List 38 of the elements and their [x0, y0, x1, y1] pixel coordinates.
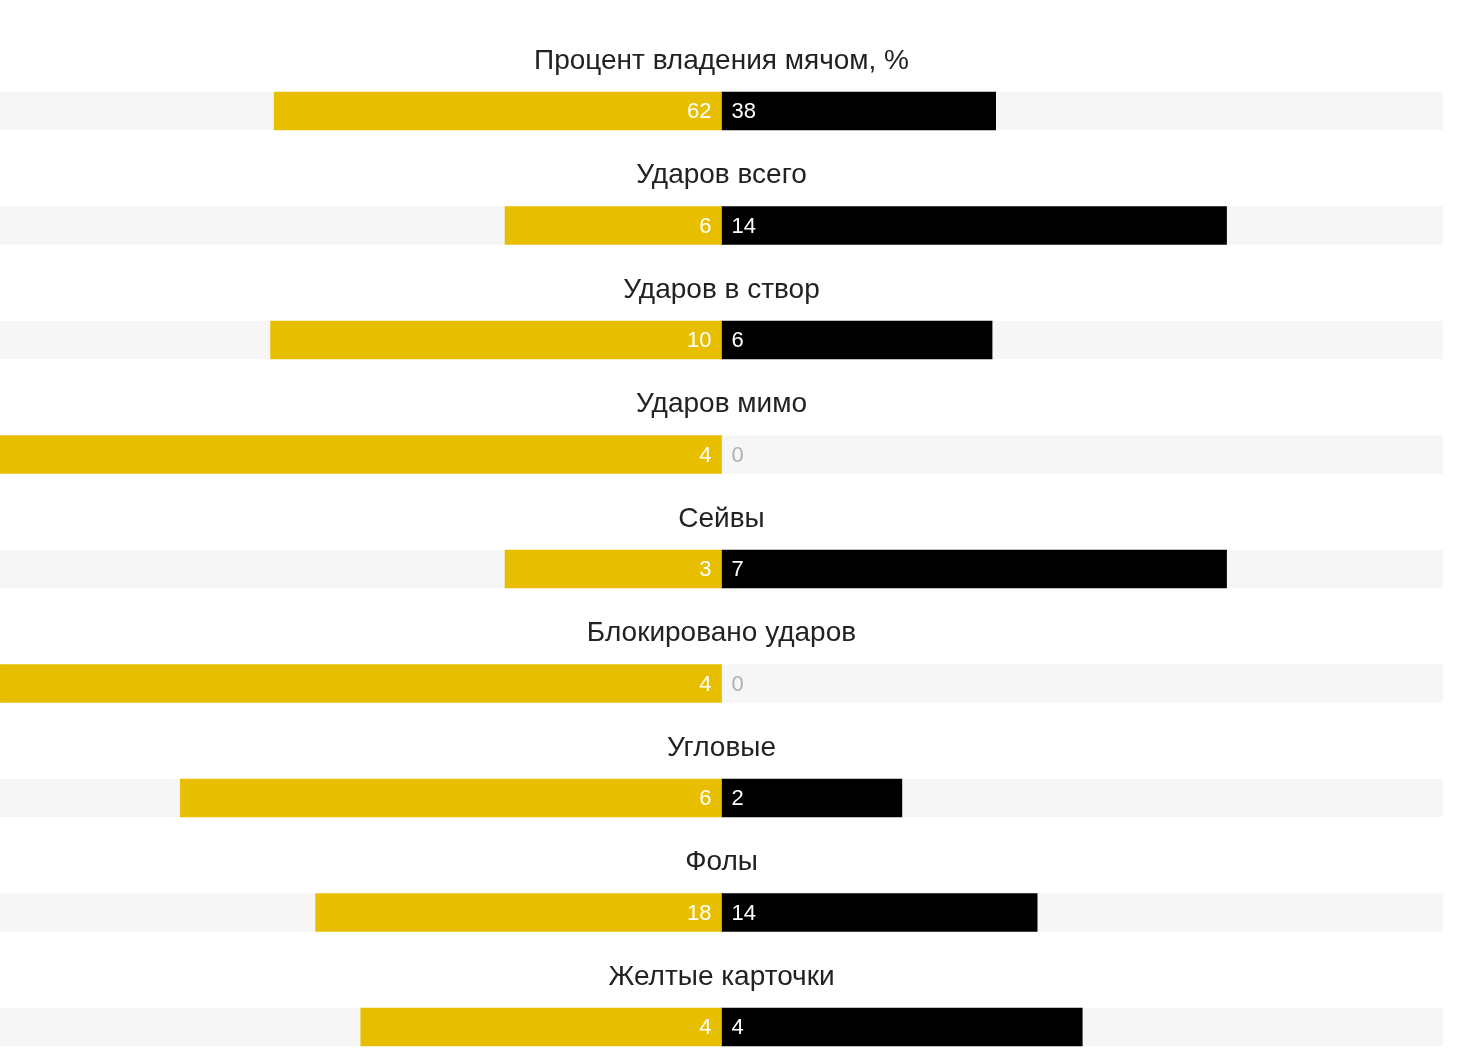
annotation: 4	[731, 1014, 744, 1040]
annotation: 62	[687, 98, 712, 124]
bar	[721, 893, 1038, 932]
bar	[315, 893, 722, 932]
y-tick-label: Ударов мимо	[635, 387, 808, 419]
annotation: 14	[731, 899, 756, 925]
bar	[504, 549, 722, 589]
y-tick-label: Блокировано ударов	[586, 616, 857, 648]
annotation: 18	[687, 899, 712, 925]
annotation: 2	[731, 785, 744, 811]
annotation: 3	[699, 556, 712, 582]
annotation: 6	[699, 785, 712, 811]
bar	[360, 1007, 722, 1047]
bar	[721, 91, 996, 131]
y-tick-label: Фолы	[685, 845, 758, 877]
bar	[721, 320, 993, 360]
annotation: 4	[699, 441, 712, 467]
annotation: 0	[731, 441, 744, 467]
y-tick-label: Процент владения мячом, %	[533, 43, 910, 75]
annotation: 4	[699, 670, 712, 696]
bar	[270, 320, 722, 360]
annotation: 6	[731, 327, 744, 353]
y-tick-label: Сейвы	[678, 501, 765, 533]
y-tick-label: Желтые карточки	[608, 959, 835, 991]
annotation: 4	[699, 1014, 712, 1040]
bar	[721, 778, 903, 818]
annotation: 0	[731, 670, 744, 696]
annotation: 10	[687, 327, 712, 353]
annotation: 38	[731, 98, 756, 124]
bar	[504, 206, 722, 245]
annotation: 6	[699, 212, 712, 238]
annotation: 14	[731, 212, 756, 238]
y-tick-label: Ударов всего	[636, 158, 807, 190]
y-tick-label: Ударов в створ	[623, 272, 820, 304]
annotation: 7	[731, 556, 744, 582]
bar	[721, 1007, 1083, 1047]
bar	[273, 91, 722, 131]
y-tick-label: Угловые	[667, 730, 776, 762]
